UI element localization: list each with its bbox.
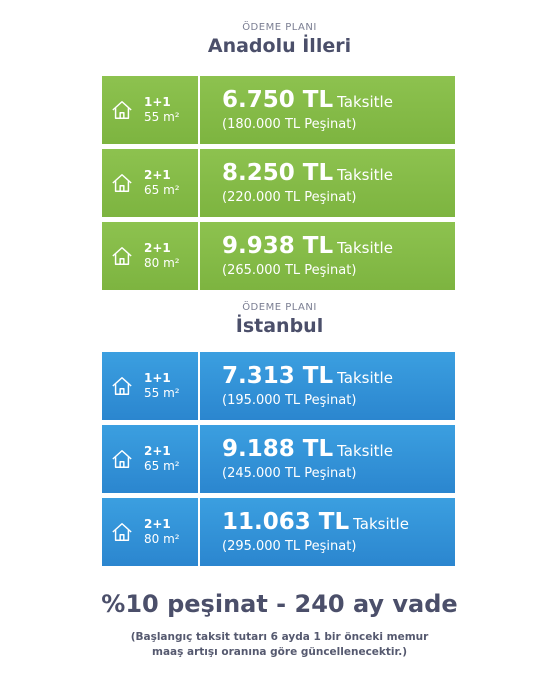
plan-spec: 1+1 55 m² [102,76,198,144]
plan-pricing: 7.313 TL Taksitle (195.000 TL Peşinat) [200,352,455,420]
down-payment: (295.000 TL Peşinat) [222,539,357,554]
installment-label: Taksitle [337,166,393,184]
down-payment: (220.000 TL Peşinat) [222,190,357,205]
plan-pricing: 11.063 TL Taksitle (295.000 TL Peşinat) [200,498,455,566]
room-count: 1+1 [144,95,171,109]
card-divider [198,425,200,493]
plan-spec: 2+1 80 m² [102,498,198,566]
installment-amount: 6.750 TL [222,87,334,113]
section-title: Anadolu İlleri [207,35,352,57]
installment-label: Taksitle [337,239,393,257]
installment-amount: 7.313 TL [222,363,334,389]
area-size: 80 m² [144,256,180,270]
area-size: 65 m² [144,459,180,473]
down-payment: (245.000 TL Peşinat) [222,466,357,481]
area-size: 65 m² [144,183,180,197]
down-payment: (180.000 TL Peşinat) [222,117,357,132]
room-count: 2+1 [144,517,171,531]
area-size: 55 m² [144,386,180,400]
down-payment: (195.000 TL Peşinat) [222,393,357,408]
down-payment: (265.000 TL Peşinat) [222,263,357,278]
plan-pricing: 8.250 TL Taksitle (220.000 TL Peşinat) [200,149,455,217]
plan-spec: 1+1 55 m² [102,352,198,420]
plan-spec: 2+1 65 m² [102,425,198,493]
installment-label: Taksitle [337,442,393,460]
house-icon [112,101,132,119]
footer-note: (Başlangıç taksit tutarı 6 ayda 1 bir ön… [0,630,559,660]
house-icon [112,247,132,265]
house-icon [112,523,132,541]
room-count: 2+1 [144,444,171,458]
room-count: 2+1 [144,241,171,255]
plan-card-istanbul-2: 2+1 65 m² 9.188 TL Taksitle (245.000 TL P… [102,425,455,493]
card-divider [198,149,200,217]
section-kicker: ÖDEME PLANI [242,302,317,313]
section-header-anadolu: ÖDEME PLANI Anadolu İlleri [0,22,559,57]
plan-spec: 2+1 65 m² [102,149,198,217]
section-title: İstanbul [235,315,324,337]
house-icon [112,450,132,468]
card-divider [198,76,200,144]
card-divider [198,222,200,290]
footer-headline: %10 peşinat - 240 ay vade [101,590,458,618]
room-count: 1+1 [144,371,171,385]
plan-card-anadolu-2: 2+1 65 m² 8.250 TL Taksitle (220.000 TL P… [102,149,455,217]
plan-pricing: 6.750 TL Taksitle (180.000 TL Peşinat) [200,76,455,144]
plan-pricing: 9.938 TL Taksitle (265.000 TL Peşinat) [200,222,455,290]
plan-pricing: 9.188 TL Taksitle (245.000 TL Peşinat) [200,425,455,493]
installment-amount: 9.188 TL [222,436,334,462]
house-icon [112,174,132,192]
installment-label: Taksitle [337,93,393,111]
footer-note-line: maaş artışı oranına göre güncellenecekti… [152,646,407,658]
installment-label: Taksitle [337,369,393,387]
room-count: 2+1 [144,168,171,182]
area-size: 80 m² [144,532,180,546]
plan-card-anadolu-3: 2+1 80 m² 9.938 TL Taksitle (265.000 TL P… [102,222,455,290]
section-kicker: ÖDEME PLANI [242,22,317,33]
installment-amount: 11.063 TL [222,509,350,535]
installment-amount: 9.938 TL [222,233,334,259]
footer-note-line: (Başlangıç taksit tutarı 6 ayda 1 bir ön… [130,631,429,643]
area-size: 55 m² [144,110,180,124]
installment-label: Taksitle [353,515,409,533]
plan-card-istanbul-3: 2+1 80 m² 11.063 TL Taksitle (295.000 TL … [102,498,455,566]
house-icon [112,377,132,395]
plan-spec: 2+1 80 m² [102,222,198,290]
plan-card-istanbul-1: 1+1 55 m² 7.313 TL Taksitle (195.000 TL P… [102,352,455,420]
installment-amount: 8.250 TL [222,160,334,186]
plan-card-anadolu-1: 1+1 55 m² 6.750 TL Taksitle (180.000 TL P… [102,76,455,144]
card-divider [198,352,200,420]
section-header-istanbul: ÖDEME PLANI İstanbul [0,302,559,337]
card-divider [198,498,200,566]
